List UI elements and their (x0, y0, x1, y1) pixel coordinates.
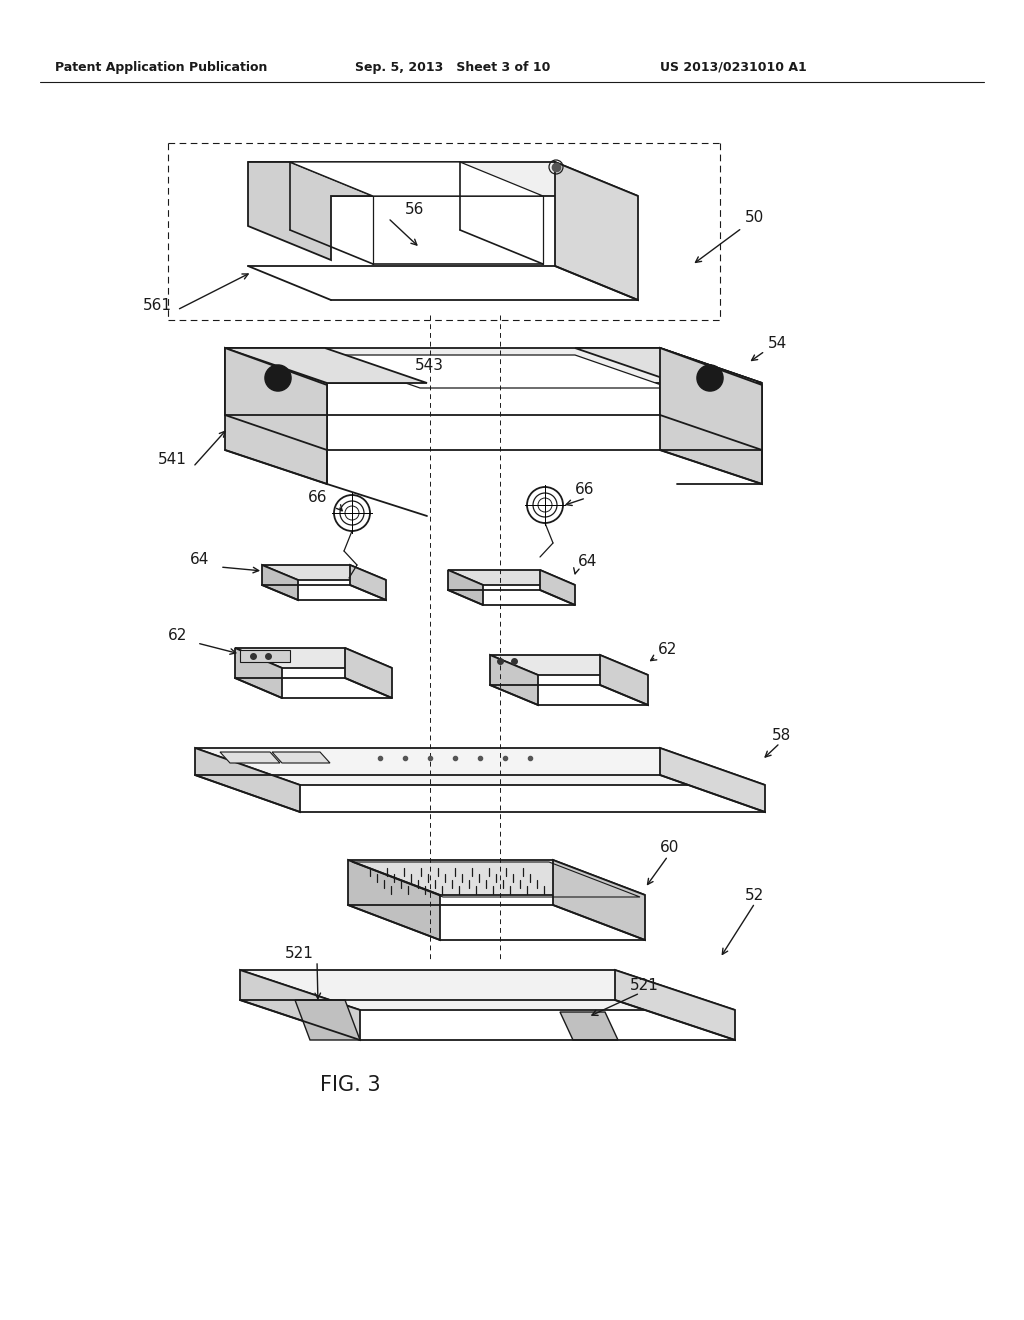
Text: 66: 66 (308, 491, 328, 506)
Polygon shape (262, 565, 386, 579)
Polygon shape (290, 162, 543, 195)
Text: US 2013/0231010 A1: US 2013/0231010 A1 (660, 61, 807, 74)
Polygon shape (660, 348, 762, 484)
Polygon shape (449, 570, 483, 605)
Polygon shape (234, 648, 392, 668)
Polygon shape (262, 565, 298, 601)
Polygon shape (575, 348, 762, 383)
Text: 521: 521 (630, 978, 658, 993)
Text: 66: 66 (575, 483, 595, 498)
Polygon shape (490, 655, 648, 675)
Text: 521: 521 (285, 945, 314, 961)
Text: 62: 62 (658, 642, 677, 656)
Polygon shape (195, 748, 300, 812)
Text: FIG. 3: FIG. 3 (319, 1074, 381, 1096)
Polygon shape (560, 1012, 618, 1040)
Polygon shape (660, 748, 765, 812)
Polygon shape (350, 565, 386, 601)
Text: 543: 543 (415, 358, 444, 372)
Polygon shape (225, 348, 327, 484)
Text: 50: 50 (745, 210, 764, 226)
Polygon shape (248, 162, 373, 260)
Polygon shape (660, 348, 762, 450)
Polygon shape (225, 348, 762, 383)
Circle shape (697, 366, 723, 391)
Text: 60: 60 (660, 841, 679, 855)
Text: 54: 54 (768, 335, 787, 351)
Polygon shape (345, 648, 392, 698)
Polygon shape (225, 348, 427, 383)
Text: Patent Application Publication: Patent Application Publication (55, 61, 267, 74)
Text: 541: 541 (158, 453, 186, 467)
Polygon shape (195, 748, 765, 785)
Text: 56: 56 (406, 202, 424, 218)
Polygon shape (272, 752, 330, 763)
Text: 62: 62 (168, 627, 187, 643)
Polygon shape (240, 970, 735, 1010)
Polygon shape (553, 861, 645, 940)
Text: 58: 58 (772, 727, 792, 742)
Polygon shape (600, 655, 648, 705)
Polygon shape (348, 861, 645, 895)
Polygon shape (348, 861, 440, 940)
Text: 561: 561 (143, 297, 172, 313)
Polygon shape (555, 162, 638, 300)
Text: 64: 64 (190, 553, 209, 568)
Polygon shape (240, 970, 360, 1040)
Polygon shape (615, 970, 735, 1040)
Polygon shape (295, 1001, 360, 1040)
Text: Sep. 5, 2013   Sheet 3 of 10: Sep. 5, 2013 Sheet 3 of 10 (355, 61, 550, 74)
Circle shape (265, 366, 291, 391)
Text: 52: 52 (745, 887, 764, 903)
Polygon shape (449, 570, 575, 585)
Polygon shape (540, 570, 575, 605)
Polygon shape (325, 355, 670, 388)
Polygon shape (225, 348, 327, 450)
Polygon shape (234, 648, 282, 698)
Polygon shape (220, 752, 280, 763)
Polygon shape (490, 655, 538, 705)
Polygon shape (240, 649, 290, 663)
Text: 64: 64 (578, 554, 597, 569)
Polygon shape (248, 162, 638, 195)
